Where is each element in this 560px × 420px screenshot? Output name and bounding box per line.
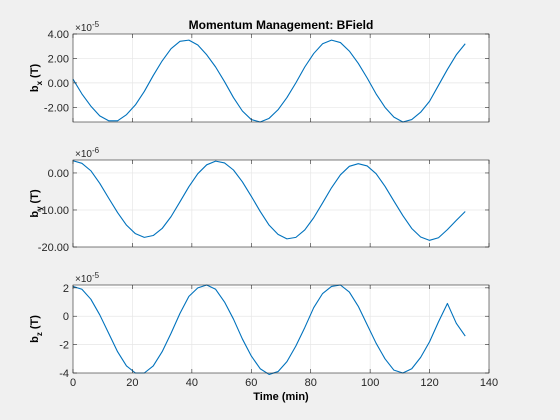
data-series-line	[72, 39, 466, 123]
y-axis-label-unit: (T)	[29, 64, 41, 78]
y-axis-label-main: b	[29, 85, 41, 92]
axes-box	[72, 159, 490, 248]
y-tick-label: 0.00	[48, 168, 69, 180]
x-tick-label: 140	[480, 377, 498, 389]
x-axis-label: Time (min)	[253, 391, 309, 403]
y-axis-label-unit: (T)	[29, 315, 41, 329]
y-axis-label-subscript: z	[35, 332, 44, 336]
axes-box	[72, 284, 490, 374]
y-tick-label: 2.00	[48, 53, 69, 65]
y-tick-label: 0.00	[48, 78, 69, 90]
y-axis-label: by (T)	[29, 189, 44, 218]
subplot-1: 4.00 2.00 0.00 -2.00 ×10-5 bx (T) Momentum Mana…	[29, 18, 490, 123]
subplot-2: 0.00 -10.00 -20.00 ×10-6 by (T)	[29, 146, 490, 254]
y-tick-label: 2	[63, 283, 69, 295]
plot-area	[73, 160, 489, 247]
plot-area	[73, 285, 489, 373]
y-tick-label: -2	[59, 340, 69, 352]
subplot-3: 20-2-40 20 40 60 80 100 120 140×10-5bz(T)Time (…	[29, 271, 498, 403]
axis-exponent-label: ×10-6	[75, 146, 100, 160]
y-axis-label-subscript: x	[35, 80, 44, 85]
chart-title: Momentum Management: BField	[189, 18, 374, 32]
data-series-line	[72, 160, 466, 241]
y-tick-label: -20.00	[38, 242, 69, 254]
y-axis-label-unit: (T)	[29, 189, 41, 203]
y-axis-label-subscript: y	[35, 206, 44, 211]
x-tick-label: 20	[126, 377, 138, 389]
axis-exponent-power: -5	[92, 20, 100, 29]
axes-layer: 4.002.000.00-2.00×10-5bx(T)Momentum Mana…	[29, 18, 498, 403]
x-tick-label: 100	[361, 377, 379, 389]
x-tick-label: 0	[70, 377, 76, 389]
plot-area	[73, 34, 489, 122]
axes-box	[72, 33, 490, 123]
axis-exponent-label: ×10-5	[75, 20, 100, 34]
axis-exponent-power: -6	[92, 146, 100, 155]
y-axis-label: bx (T)	[29, 64, 44, 93]
y-tick-label: -4	[59, 368, 69, 380]
x-tick-label: 60	[245, 377, 257, 389]
x-tick-label: 40	[186, 377, 198, 389]
y-axis-label-main: b	[29, 336, 41, 343]
x-tick-label: 120	[420, 377, 438, 389]
x-tick-label: 80	[305, 377, 317, 389]
y-tick-label: 0	[63, 311, 69, 323]
y-tick-label: -10.00	[38, 205, 69, 217]
y-axis-label-main: b	[29, 211, 41, 218]
axis-exponent-power: -5	[92, 271, 100, 280]
y-tick-label: 4.00	[48, 29, 69, 41]
y-axis-label: bz (T)	[29, 315, 44, 343]
y-tick-label: -2.00	[44, 102, 69, 114]
axis-exponent-label: ×10-5	[75, 271, 100, 285]
